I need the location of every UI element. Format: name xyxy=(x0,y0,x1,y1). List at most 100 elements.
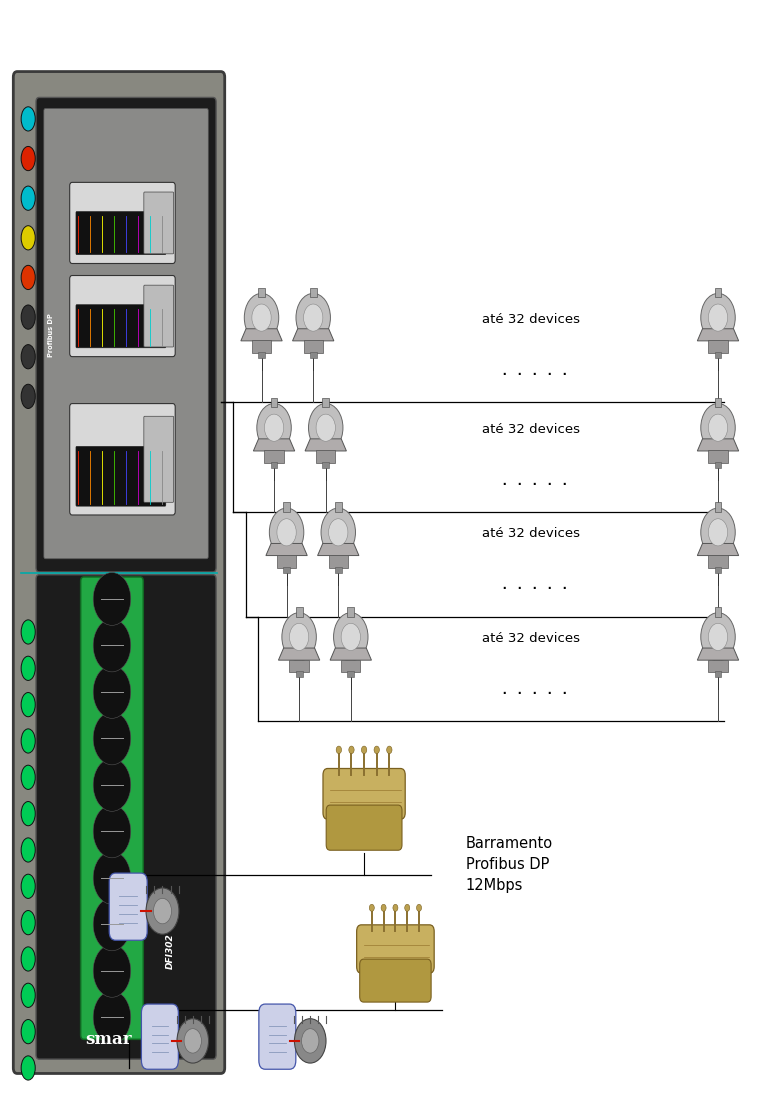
Circle shape xyxy=(184,1028,201,1053)
Bar xyxy=(258,352,265,358)
Ellipse shape xyxy=(21,729,35,753)
Circle shape xyxy=(93,898,131,951)
Ellipse shape xyxy=(21,265,35,290)
Bar xyxy=(709,450,727,464)
FancyBboxPatch shape xyxy=(323,768,406,819)
Bar xyxy=(348,607,354,617)
Bar xyxy=(316,450,335,464)
Circle shape xyxy=(709,623,727,651)
Circle shape xyxy=(93,712,131,765)
FancyBboxPatch shape xyxy=(76,446,166,506)
Ellipse shape xyxy=(21,1056,35,1080)
Text: smar: smar xyxy=(85,1032,132,1048)
Circle shape xyxy=(709,304,727,331)
Circle shape xyxy=(374,746,380,753)
Ellipse shape xyxy=(21,874,35,898)
Circle shape xyxy=(321,508,355,556)
Circle shape xyxy=(269,508,304,556)
Circle shape xyxy=(405,904,410,912)
Circle shape xyxy=(362,746,366,753)
Bar xyxy=(271,397,277,407)
Bar xyxy=(296,672,302,677)
Circle shape xyxy=(701,508,735,556)
Text: . . . . .: . . . . . xyxy=(501,684,568,697)
FancyBboxPatch shape xyxy=(76,305,166,348)
Ellipse shape xyxy=(21,620,35,644)
Ellipse shape xyxy=(21,947,35,971)
FancyBboxPatch shape xyxy=(70,183,175,263)
Ellipse shape xyxy=(21,983,35,1007)
Polygon shape xyxy=(305,439,346,451)
Circle shape xyxy=(93,991,131,1044)
Bar xyxy=(271,462,277,468)
Ellipse shape xyxy=(21,656,35,680)
Circle shape xyxy=(277,519,296,546)
Bar xyxy=(252,340,271,353)
Circle shape xyxy=(93,665,131,718)
FancyBboxPatch shape xyxy=(356,925,434,973)
Circle shape xyxy=(348,746,354,753)
Text: até 32 devices: até 32 devices xyxy=(482,313,579,326)
Ellipse shape xyxy=(21,911,35,935)
Polygon shape xyxy=(698,544,738,556)
Ellipse shape xyxy=(21,693,35,717)
Polygon shape xyxy=(330,648,371,661)
Bar xyxy=(715,462,721,468)
Circle shape xyxy=(93,851,131,904)
Circle shape xyxy=(146,887,179,934)
Circle shape xyxy=(177,1018,208,1064)
Bar xyxy=(310,352,316,358)
Circle shape xyxy=(387,746,392,753)
Polygon shape xyxy=(279,648,319,661)
FancyBboxPatch shape xyxy=(144,192,174,254)
Circle shape xyxy=(244,293,279,341)
Circle shape xyxy=(93,945,131,998)
Bar xyxy=(290,659,309,673)
Bar xyxy=(341,659,360,673)
Bar xyxy=(335,502,341,512)
Ellipse shape xyxy=(21,146,35,171)
Circle shape xyxy=(336,746,341,753)
Text: Barramento
Profibus DP
12Mbps: Barramento Profibus DP 12Mbps xyxy=(466,836,553,893)
FancyBboxPatch shape xyxy=(144,285,174,347)
Bar xyxy=(715,567,721,573)
Circle shape xyxy=(296,293,330,341)
Bar xyxy=(709,659,727,673)
Circle shape xyxy=(329,519,348,546)
FancyBboxPatch shape xyxy=(70,404,175,515)
Bar xyxy=(715,607,721,617)
FancyBboxPatch shape xyxy=(13,72,225,1073)
Text: Profibus DP: Profibus DP xyxy=(48,313,54,357)
Ellipse shape xyxy=(21,107,35,131)
FancyBboxPatch shape xyxy=(109,873,147,940)
FancyBboxPatch shape xyxy=(144,416,174,502)
Ellipse shape xyxy=(21,305,35,329)
FancyBboxPatch shape xyxy=(44,109,208,558)
Polygon shape xyxy=(266,544,307,556)
Circle shape xyxy=(381,904,386,912)
Circle shape xyxy=(334,612,368,661)
Ellipse shape xyxy=(21,765,35,789)
FancyBboxPatch shape xyxy=(359,959,431,1002)
Circle shape xyxy=(153,898,171,924)
Circle shape xyxy=(282,612,316,661)
Bar xyxy=(715,352,721,358)
FancyBboxPatch shape xyxy=(36,575,216,1059)
Polygon shape xyxy=(241,329,282,341)
Text: até 32 devices: até 32 devices xyxy=(482,423,579,436)
Circle shape xyxy=(93,573,131,625)
Circle shape xyxy=(252,304,271,331)
Bar xyxy=(715,397,721,407)
Bar xyxy=(329,555,348,568)
Bar xyxy=(296,607,302,617)
Circle shape xyxy=(301,1028,319,1053)
Text: . . . . .: . . . . . xyxy=(501,475,568,488)
FancyBboxPatch shape xyxy=(142,1004,179,1069)
Bar xyxy=(283,567,290,573)
Ellipse shape xyxy=(21,802,35,826)
Ellipse shape xyxy=(21,838,35,862)
Circle shape xyxy=(341,623,360,651)
Circle shape xyxy=(93,619,131,672)
Circle shape xyxy=(257,403,291,451)
Text: . . . . .: . . . . . xyxy=(501,579,568,592)
